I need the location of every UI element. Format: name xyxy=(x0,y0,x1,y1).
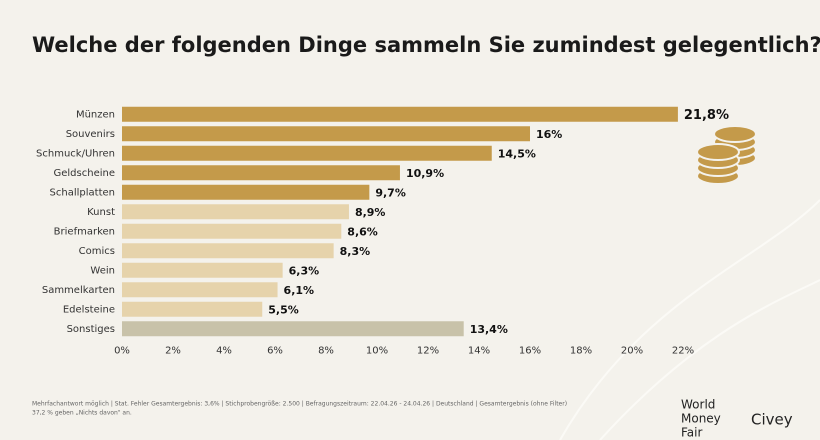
value-label: 5,5% xyxy=(268,303,299,316)
coins-icon xyxy=(696,125,757,185)
y-tick-label: Edelsteine xyxy=(63,304,115,315)
y-tick-label: Wein xyxy=(90,265,115,276)
bar xyxy=(122,301,263,317)
bar xyxy=(122,165,400,181)
bar xyxy=(122,145,492,161)
value-label: 10,9% xyxy=(406,167,444,180)
x-tick-label: 10% xyxy=(366,346,388,357)
logo-text: Money xyxy=(681,412,721,426)
x-tick-label: 8% xyxy=(318,346,334,357)
bar xyxy=(122,106,678,122)
bar xyxy=(122,243,334,259)
decoration xyxy=(559,199,820,440)
y-tick-label: Sammelkarten xyxy=(42,285,115,296)
value-label: 6,1% xyxy=(284,284,315,297)
x-tick-label: 0% xyxy=(114,346,130,357)
value-label: 14,5% xyxy=(498,147,536,160)
logo-text: Civey xyxy=(751,411,793,429)
chart-title: Welche der folgenden Dinge sammeln Sie z… xyxy=(32,33,820,57)
decoration xyxy=(599,279,820,440)
y-tick-label: Geldscheine xyxy=(54,168,116,179)
value-label: 8,6% xyxy=(347,225,378,238)
logo-text: Fair xyxy=(681,426,702,440)
footnote: 37,2 % geben „Nichts davon“ an. xyxy=(32,410,132,417)
logo-text: World xyxy=(681,398,715,412)
bar xyxy=(122,321,464,337)
value-label: 13,4% xyxy=(470,323,508,336)
x-tick-label: 2% xyxy=(165,346,181,357)
footnote: Mehrfachantwort möglich | Stat. Fehler G… xyxy=(32,401,567,408)
bar xyxy=(122,204,349,220)
y-tick-label: Briefmarken xyxy=(54,226,115,237)
y-tick-label: Kunst xyxy=(87,207,115,218)
x-tick-label: 12% xyxy=(417,346,439,357)
x-tick-label: 20% xyxy=(621,346,643,357)
value-label: 8,3% xyxy=(340,245,371,258)
x-tick-label: 18% xyxy=(570,346,592,357)
value-label: 16% xyxy=(536,128,562,141)
y-tick-label: Schallplatten xyxy=(50,187,115,198)
bar xyxy=(122,262,283,278)
x-tick-label: 16% xyxy=(519,346,541,357)
bar xyxy=(122,282,278,298)
bar xyxy=(122,126,530,142)
y-tick-label: Sonstiges xyxy=(67,324,115,335)
x-tick-label: 4% xyxy=(216,346,232,357)
y-tick-label: Münzen xyxy=(76,109,115,120)
value-label: 8,9% xyxy=(355,206,386,219)
y-tick-label: Schmuck/Uhren xyxy=(36,148,115,159)
value-label: 21,8% xyxy=(684,108,729,123)
x-tick-label: 14% xyxy=(468,346,490,357)
y-tick-label: Souvenirs xyxy=(66,129,115,140)
value-label: 6,3% xyxy=(289,264,320,277)
bar xyxy=(122,223,342,239)
x-tick-label: 6% xyxy=(267,346,283,357)
value-label: 9,7% xyxy=(375,186,406,199)
bar xyxy=(122,184,370,200)
x-tick-label: 22% xyxy=(672,346,694,357)
y-tick-label: Comics xyxy=(79,246,115,257)
